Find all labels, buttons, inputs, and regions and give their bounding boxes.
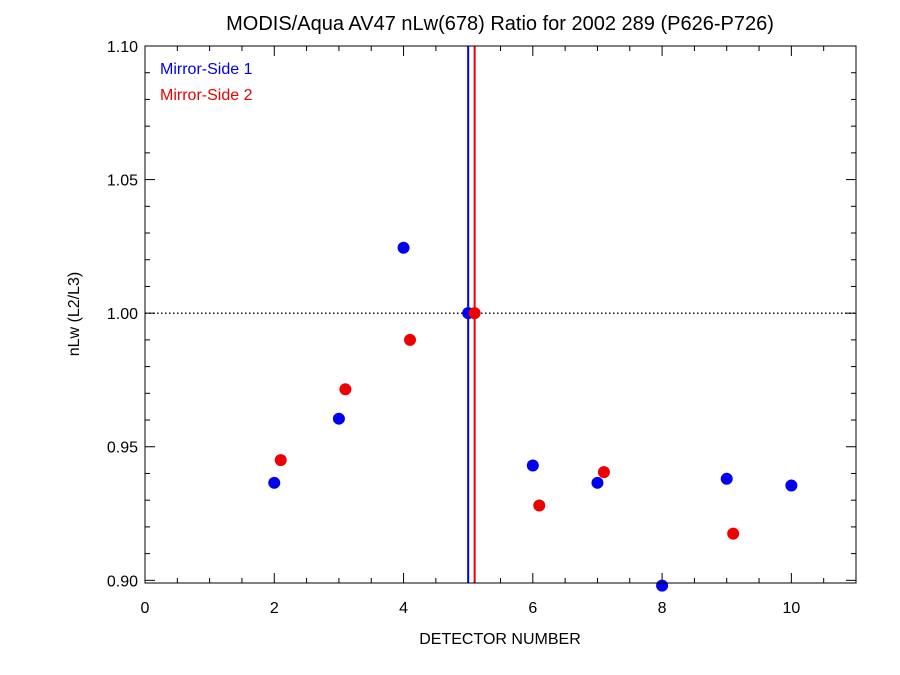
series-2-point [274,454,287,467]
x-tick-label: 6 [528,600,537,617]
series-2-point [339,383,352,396]
x-tick-label: 10 [782,600,800,617]
x-tick-label: 0 [141,600,150,617]
y-tick-label: 1.00 [107,306,138,323]
series-1-point [332,412,345,425]
y-tick-label: 1.05 [107,173,138,190]
y-axis-label: nLw (L2/L3) [66,272,83,357]
series-2-point [533,499,546,512]
chart-title: MODIS/Aqua AV47 nLw(678) Ratio for 2002 … [226,13,774,35]
y-tick-label: 1.10 [107,39,138,56]
plot-frame [144,45,857,584]
series-1-point [785,479,798,492]
y-tick-label: 0.90 [107,573,138,590]
y-tick-label: 0.95 [107,440,138,457]
legend-entry-2: Mirror-Side 2 [160,87,253,104]
series-2-point [727,527,740,540]
x-tick-label: 4 [399,600,408,617]
x-tick-label: 2 [270,600,279,617]
series-1-point [656,579,669,592]
series-2-point [468,307,481,320]
series-1-point [268,476,281,489]
series-1-point [720,472,733,485]
legend-entry-1: Mirror-Side 1 [160,61,253,78]
series-1-point [397,241,410,254]
x-axis-label: DETECTOR NUMBER [419,631,581,648]
series-2-point [597,466,610,479]
series-1-point [526,459,539,472]
series-1-point [591,476,604,489]
series-2-point [404,333,417,346]
x-tick-label: 8 [658,600,667,617]
